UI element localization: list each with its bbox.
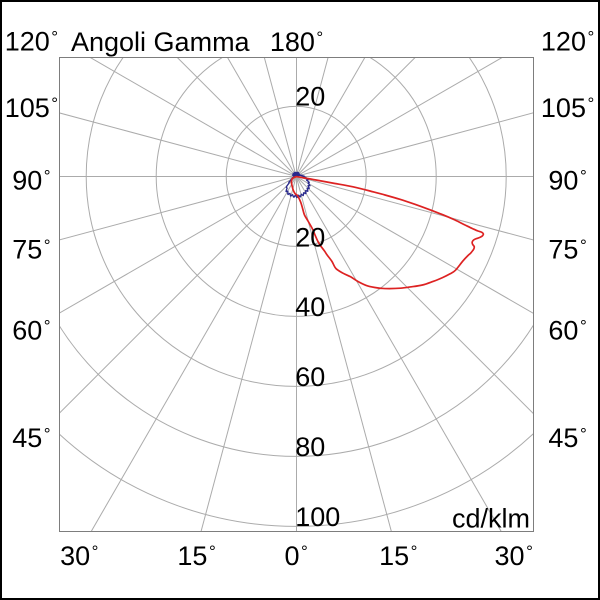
svg-text:20: 20: [295, 223, 325, 253]
svg-text:15°: 15°: [177, 541, 215, 571]
svg-text:120°: 120°: [541, 27, 594, 57]
svg-text:Angoli Gamma: Angoli Gamma: [71, 27, 251, 57]
svg-text:100: 100: [295, 502, 340, 532]
svg-text:80: 80: [295, 432, 325, 462]
svg-text:45°: 45°: [548, 423, 586, 453]
svg-text:105°: 105°: [541, 93, 594, 123]
svg-text:cd/klm: cd/klm: [452, 504, 530, 534]
svg-text:75°: 75°: [12, 235, 50, 265]
svg-text:180°: 180°: [270, 27, 323, 57]
svg-text:120°: 120°: [5, 27, 58, 57]
svg-text:105°: 105°: [5, 93, 58, 123]
svg-text:40: 40: [295, 292, 325, 322]
svg-text:60: 60: [295, 362, 325, 392]
svg-text:20: 20: [295, 81, 325, 111]
